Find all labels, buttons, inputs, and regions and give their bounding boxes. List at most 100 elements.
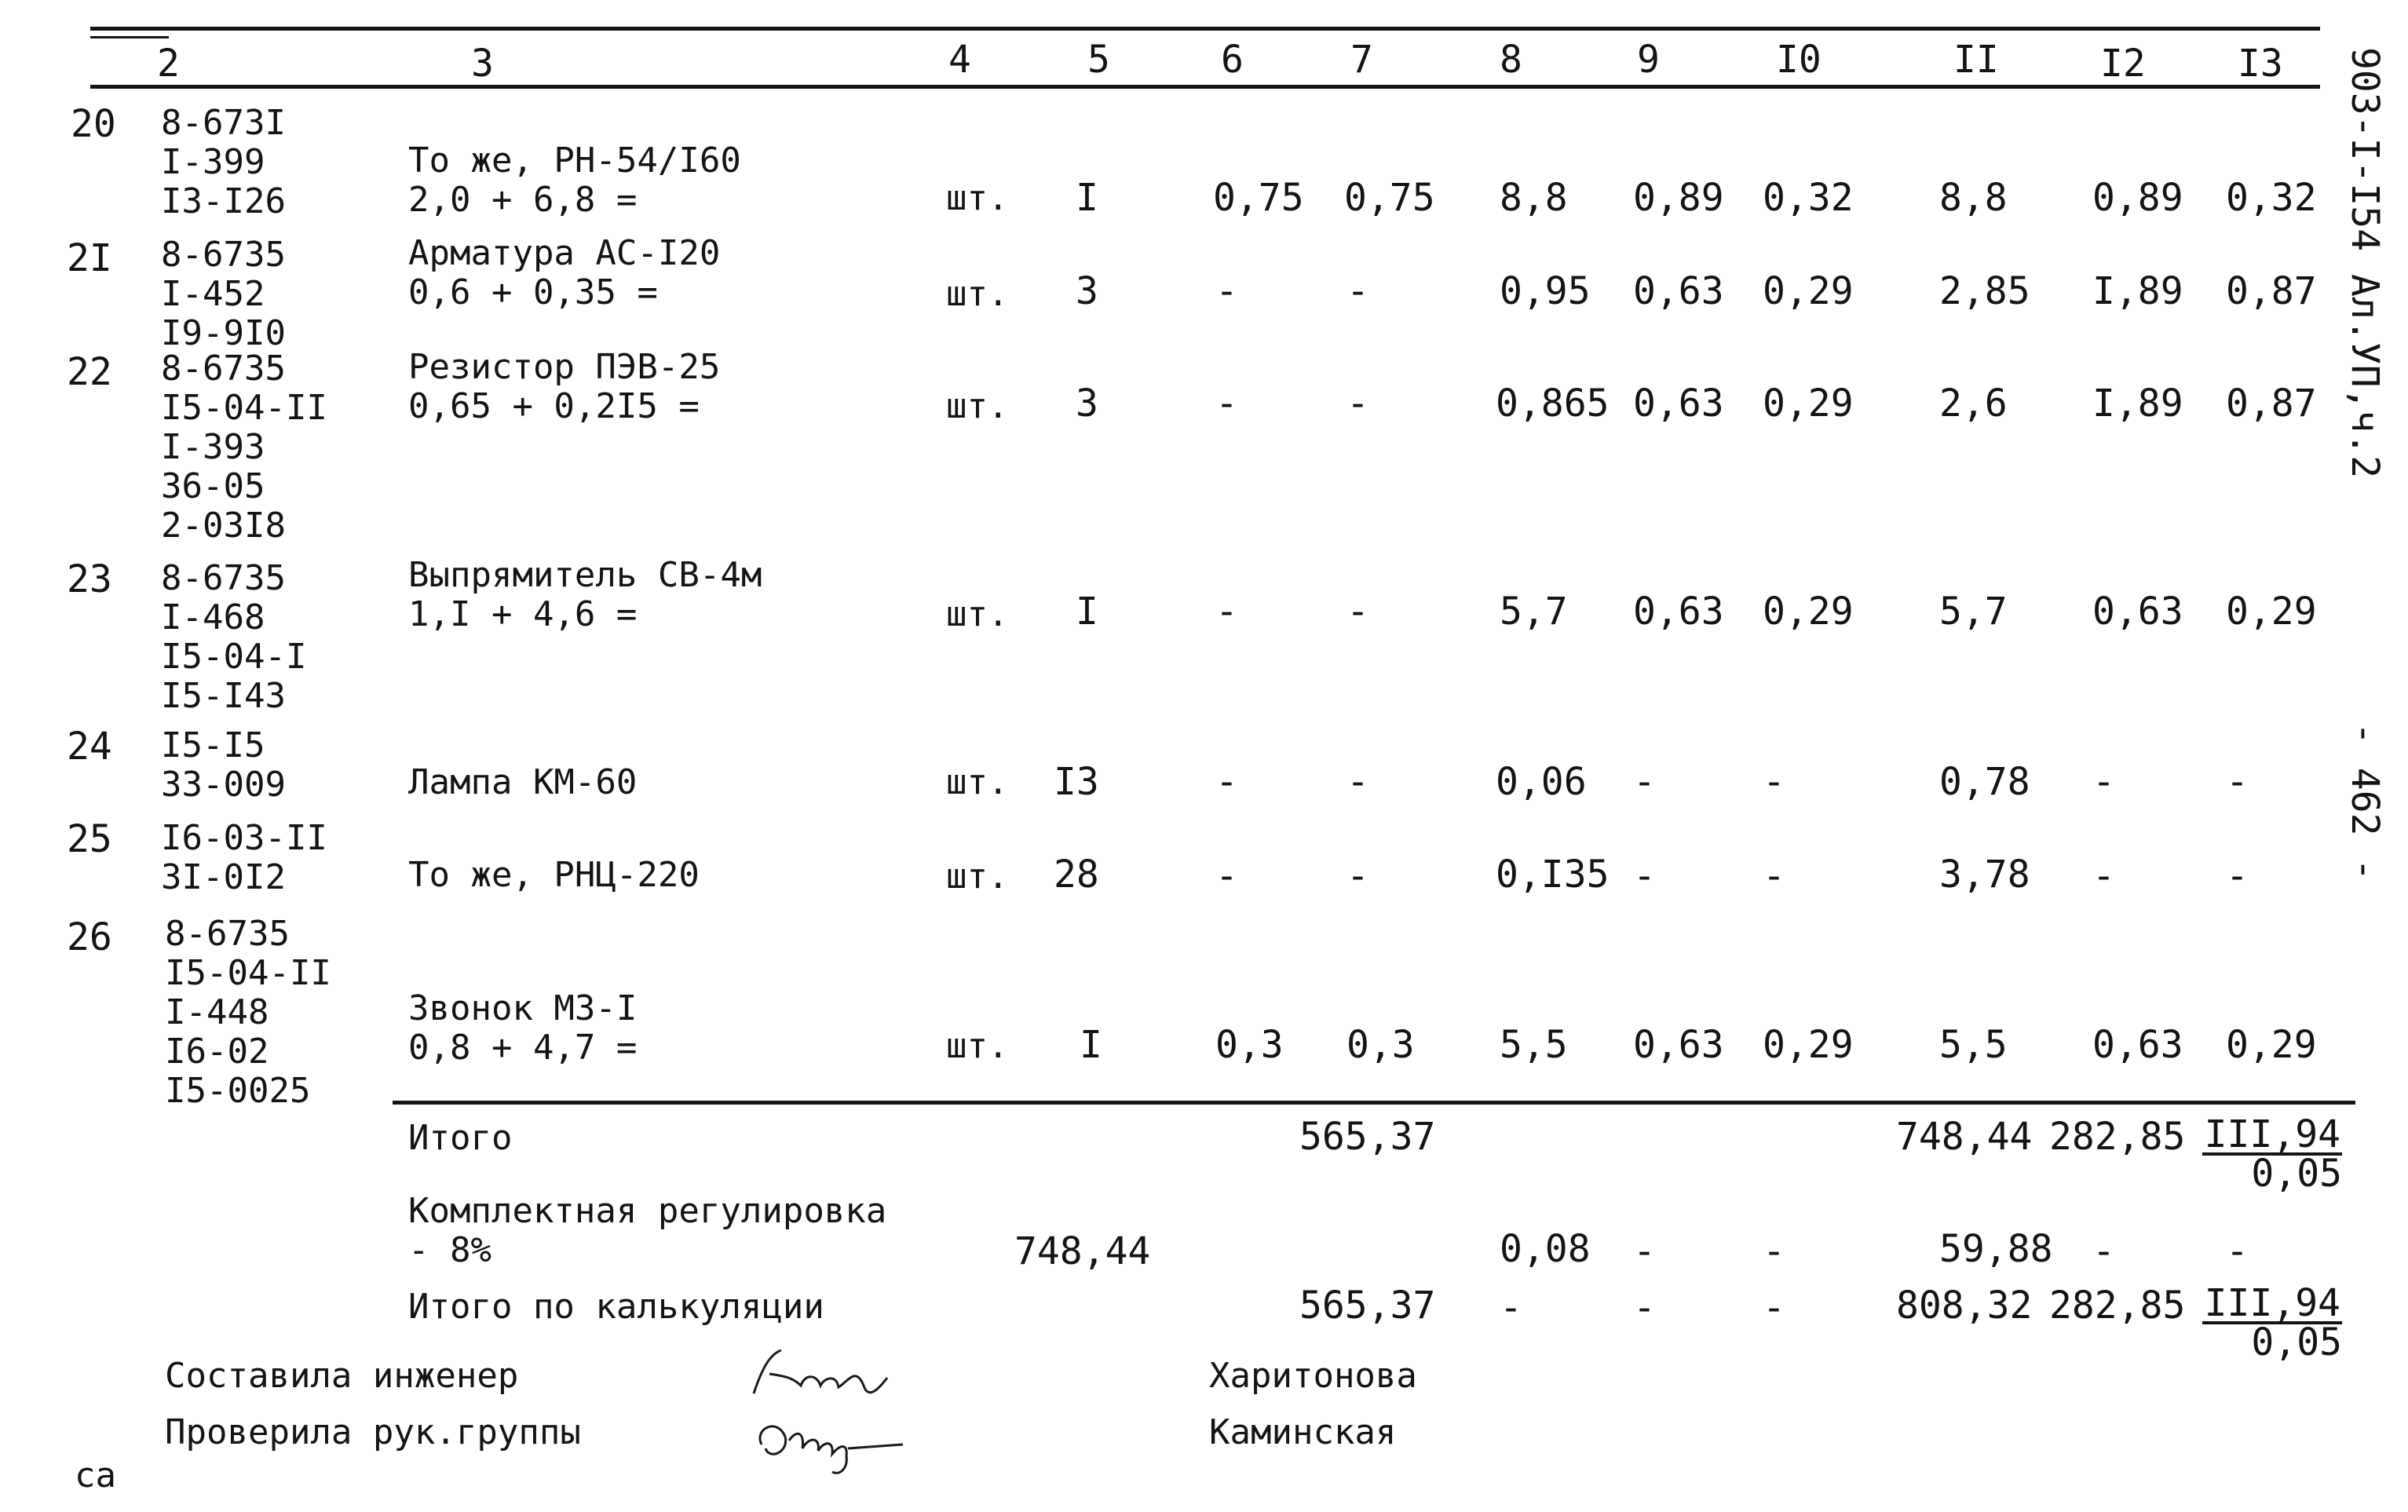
cell-c9: - (1633, 760, 1656, 804)
norm-code: 8-673I I-399 I3-I26 (161, 103, 286, 221)
adjustment-c13: - (2226, 1229, 2249, 1273)
cell-c11: 5,5 (1939, 1023, 2008, 1067)
quantity: I (1080, 1023, 1102, 1067)
item-name: Арматура АС-I20 0,6 + 0,35 = (408, 233, 721, 312)
unit: шт. (946, 274, 1009, 314)
row-number: 23 (67, 557, 112, 601)
norm-code: 8-6735 I-468 I5-04-I I5-I43 (161, 558, 307, 716)
grand-total-c10: - (1763, 1286, 1785, 1330)
cell-c13: 0,87 (2226, 269, 2317, 313)
item-name: То же, РНЦ-220 (408, 855, 700, 895)
norm-code: I6-03-II 3I-0I2 (161, 818, 327, 897)
cell-c6: 0,3 (1215, 1023, 1284, 1067)
adjustment-c8: 0,08 (1500, 1227, 1591, 1271)
checked-by-label: Проверила рук.группы (165, 1412, 581, 1452)
unit: шт. (946, 386, 1009, 426)
total-c13-top: III,94 (2202, 1116, 2342, 1156)
cell-c8: 0,06 (1496, 760, 1587, 804)
adjustment-label: Комплектная регулировка - 8% (408, 1191, 887, 1270)
header-top-rule (90, 27, 2320, 31)
cell-c8: 5,7 (1500, 590, 1568, 634)
col-header-11: II (1953, 38, 1999, 82)
unit: шт. (946, 762, 1009, 802)
item-name: Лампа КМ-60 (408, 762, 638, 802)
handwritten-signature-2 (758, 1425, 904, 1474)
cell-c10: 0,29 (1763, 269, 1854, 313)
header-bottom-rule (90, 85, 2320, 89)
total-c13-fraction: III,94 0,05 (2202, 1116, 2342, 1192)
col-header-8: 8 (1500, 38, 1522, 82)
cell-c6: - (1215, 760, 1238, 804)
grand-total-c7: 565,37 (1299, 1284, 1436, 1328)
quantity: 28 (1054, 853, 1099, 897)
item-name: То же, РН-54/I60 2,0 + 6,8 = (408, 141, 741, 220)
total-c13-bottom: 0,05 (2251, 1152, 2342, 1196)
grand-total-c13-bottom: 0,05 (2251, 1320, 2342, 1364)
adjustment-c9: - (1633, 1229, 1656, 1273)
total-label: Итого (408, 1118, 513, 1158)
cell-c7: 0,75 (1344, 176, 1435, 220)
cell-c6: - (1215, 590, 1238, 634)
cell-c8: 5,5 (1500, 1023, 1568, 1067)
handwritten-signature-1 (752, 1349, 889, 1394)
cell-c10: 0,29 (1763, 590, 1854, 634)
col-header-10: I0 (1776, 38, 1822, 82)
cell-c11: 2,85 (1939, 269, 2030, 313)
cell-c12: 0,63 (2092, 590, 2183, 634)
unit: шт. (946, 1026, 1009, 1066)
col-header-6: 6 (1221, 38, 1244, 82)
col-header-13: I3 (2238, 42, 2283, 86)
checked-by-name: Каминская (1209, 1412, 1397, 1452)
quantity: 3 (1076, 269, 1098, 313)
row-number: 22 (67, 350, 112, 394)
cell-c9: 0,63 (1633, 382, 1724, 425)
adjustment-c5: 748,44 (1014, 1229, 1151, 1273)
cell-c13: 0,87 (2226, 382, 2317, 425)
cell-c10: 0,29 (1763, 1023, 1854, 1067)
col-header-3: 3 (471, 42, 494, 86)
page-number: - 462 - (2343, 722, 2387, 882)
unit: шт. (946, 178, 1009, 218)
quantity: I3 (1054, 760, 1099, 804)
grand-total-c13-fraction: III,94 0,05 (2202, 1284, 2342, 1361)
row-number: 2I (67, 236, 112, 280)
item-name: Звонок МЗ-I 0,8 + 4,7 = (408, 988, 638, 1068)
cell-c13: 0,32 (2226, 176, 2317, 220)
col-header-12: I2 (2100, 42, 2146, 86)
cell-c13: 0,29 (2226, 1023, 2317, 1067)
total-c12: 282,85 (2049, 1115, 2186, 1159)
cell-c12: 0,89 (2092, 176, 2183, 220)
adjustment-c12: - (2092, 1229, 2115, 1273)
cell-c6: - (1215, 854, 1238, 898)
totals-rule (393, 1101, 2355, 1105)
cell-c6: - (1215, 269, 1238, 313)
row-number: 20 (71, 102, 116, 146)
grand-total-c9: - (1633, 1286, 1656, 1330)
total-c7: 565,37 (1299, 1115, 1436, 1159)
cell-c11: 8,8 (1939, 176, 2008, 220)
quantity: I (1076, 176, 1098, 220)
cell-c7: - (1347, 382, 1369, 425)
item-name: Резистор ПЭВ-25 0,65 + 0,2I5 = (408, 347, 721, 426)
grand-total-c11: 808,32 (1896, 1284, 2033, 1328)
grand-total-c13-top: III,94 (2202, 1284, 2342, 1324)
row-number: 26 (67, 915, 112, 959)
col-header-7: 7 (1350, 38, 1373, 82)
cell-c6: - (1215, 382, 1238, 425)
cell-c9: 0,63 (1633, 590, 1724, 634)
cell-c11: 2,6 (1939, 382, 2008, 425)
cell-c9: - (1633, 854, 1656, 898)
cell-c8: 0,I35 (1496, 853, 1610, 897)
col-header-9: 9 (1637, 38, 1660, 82)
grand-total-c8: - (1500, 1286, 1522, 1330)
cell-c13: - (2226, 760, 2249, 804)
cell-c12: I,89 (2092, 269, 2183, 313)
header-top-rule-left (90, 36, 169, 38)
col-header-2: 2 (157, 42, 180, 86)
cell-c10: 0,29 (1763, 382, 1854, 425)
cell-c8: 0,865 (1496, 382, 1610, 425)
cell-c11: 3,78 (1939, 853, 2030, 897)
quantity: 3 (1076, 382, 1098, 425)
row-number: 25 (67, 817, 112, 861)
cell-c11: 5,7 (1939, 590, 2008, 634)
